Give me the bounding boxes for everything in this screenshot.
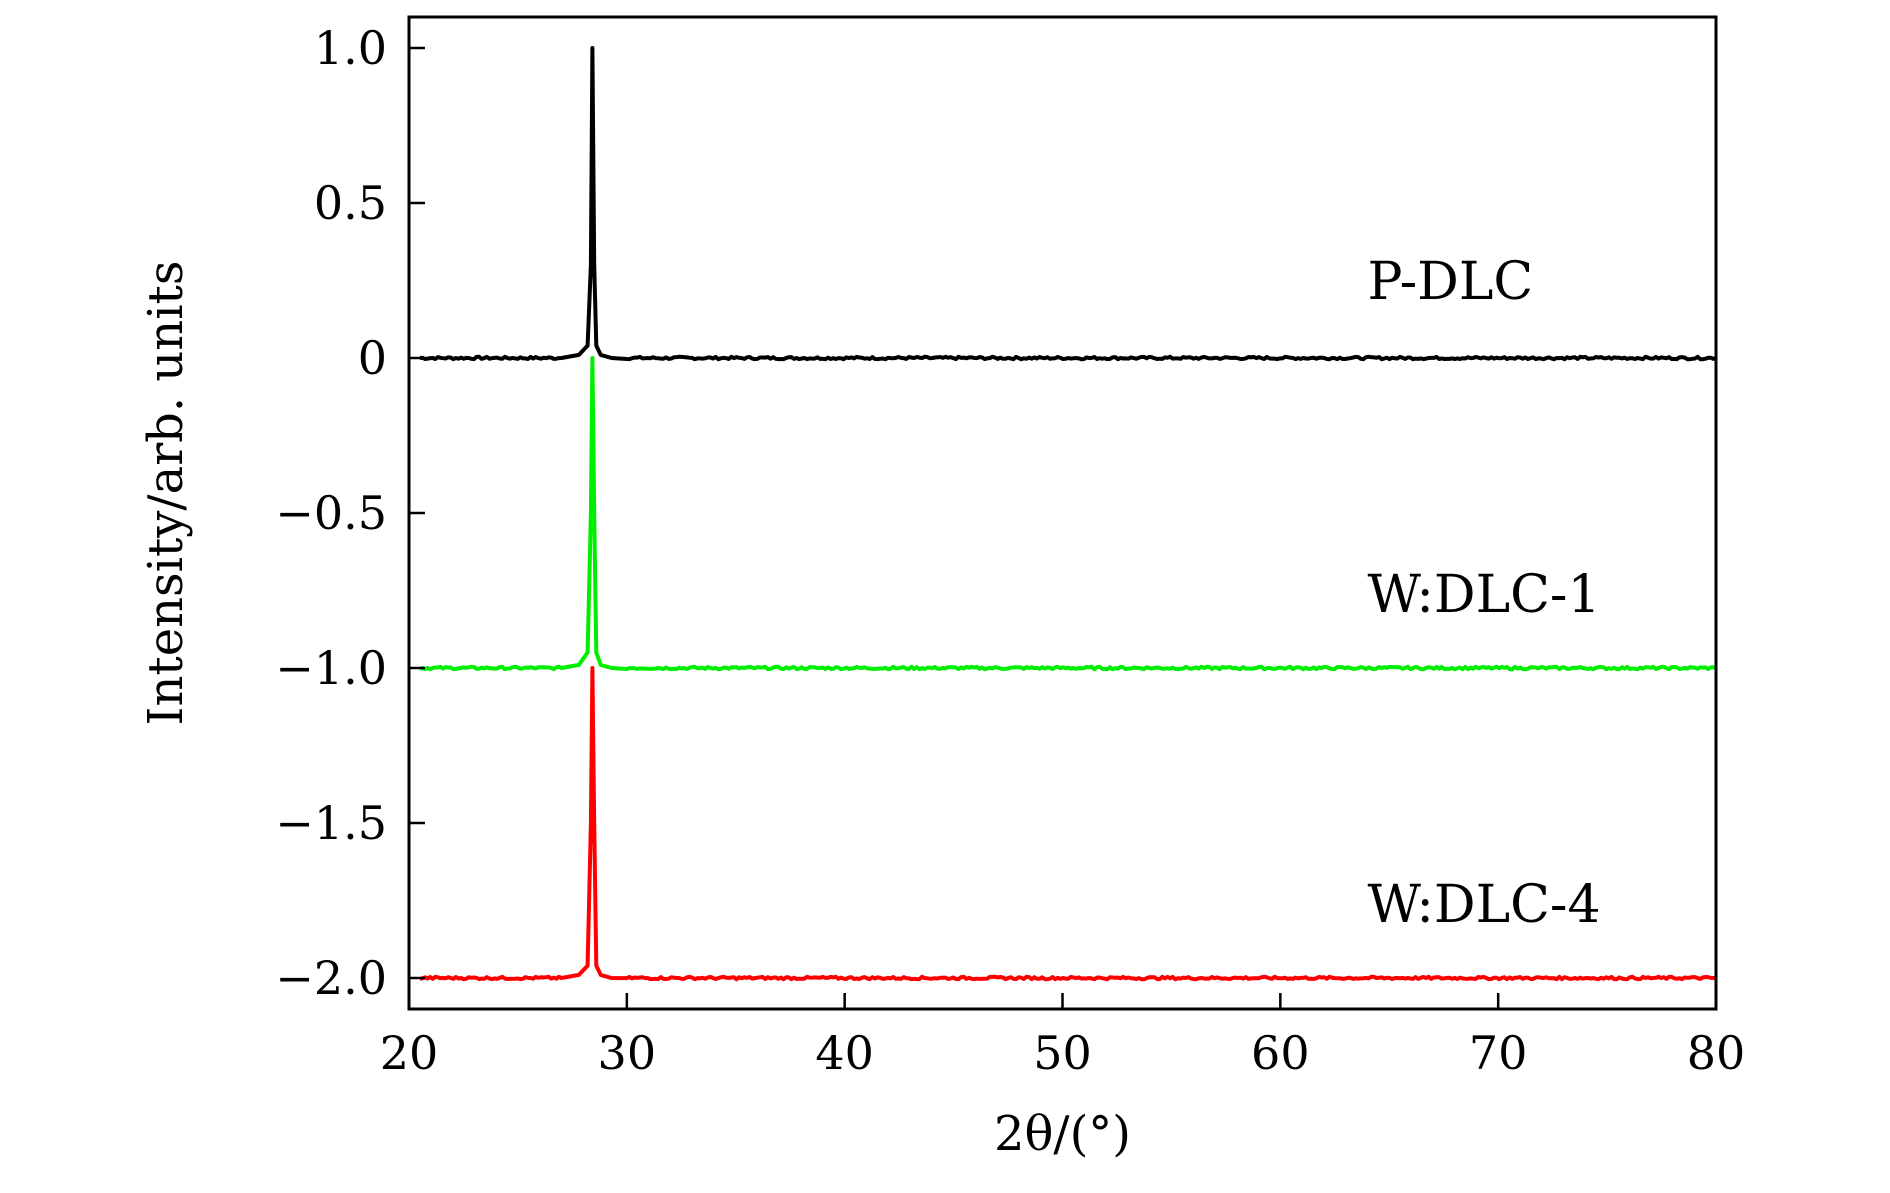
series-line-3 (419, 666, 1716, 982)
y-tick-label: −2.0 (275, 951, 387, 1005)
series-label-1: P-DLC (1367, 252, 1533, 312)
x-tick-label: 50 (1033, 1026, 1092, 1080)
y-tick-label: 1.0 (314, 21, 387, 75)
series-line-2 (419, 356, 1717, 672)
y-tick-label: 0.5 (314, 176, 387, 230)
x-tick-label: 60 (1251, 1026, 1310, 1080)
y-tick-label: −1.5 (275, 796, 387, 850)
x-tick-label: 40 (815, 1026, 874, 1080)
series-line-1 (419, 46, 1717, 362)
y-tick-label: −1.0 (275, 641, 387, 695)
series-layer (419, 46, 1717, 982)
y-tick-label: 0 (358, 331, 387, 385)
ticks-layer: 20 30 40 50 60 70 80 1.0 0.5 0 −0.5 −1.0 −1.5 −2.0 (275, 21, 1745, 1080)
series-label-2: W:DLC-1 (1367, 565, 1600, 625)
labels-layer: P-DLC W:DLC-1 W:DLC-4 (1367, 252, 1600, 935)
x-tick-label: 20 (380, 1026, 439, 1080)
y-tick-label: −0.5 (275, 486, 387, 540)
x-axis-title: 2θ/(°) (994, 1106, 1131, 1162)
x-tick-label: 30 (598, 1026, 657, 1080)
plot-frame (407, 15, 1718, 1011)
y-axis-title: Intensity/arb. units (138, 261, 194, 726)
x-tick-label: 70 (1469, 1026, 1528, 1080)
x-tick-label: 80 (1687, 1026, 1746, 1080)
series-label-3: W:DLC-4 (1367, 875, 1600, 935)
